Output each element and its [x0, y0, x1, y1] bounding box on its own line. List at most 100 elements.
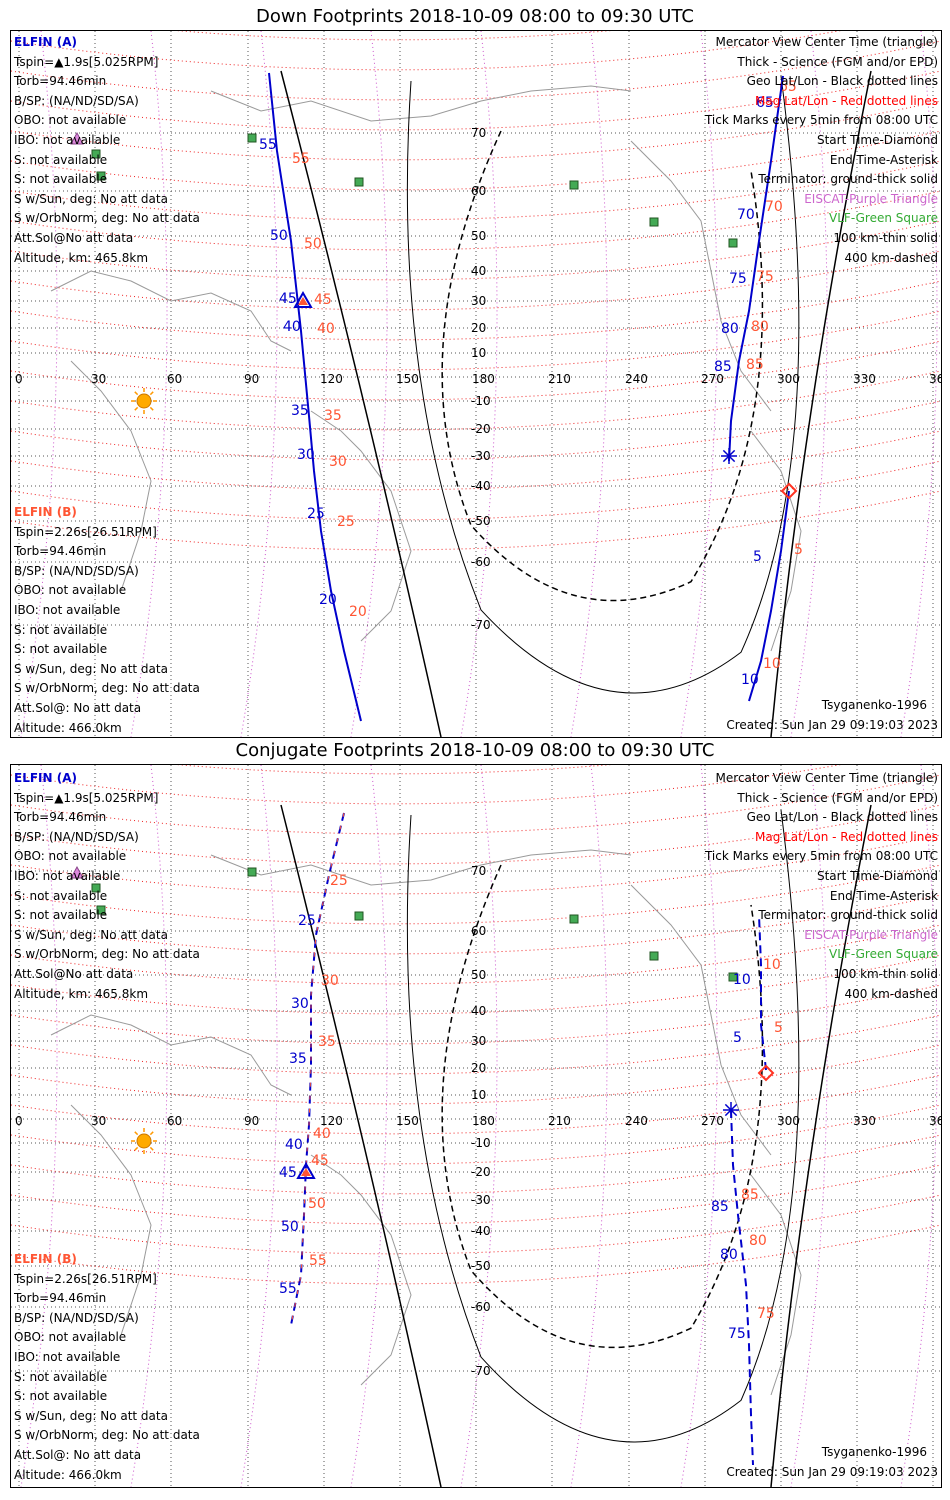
- tick-label: 10: [733, 972, 751, 988]
- tick-label: 85: [741, 1187, 759, 1203]
- coastline: [50, 1014, 292, 1096]
- mag-longitude-line: [350, 31, 388, 737]
- model-name: Tsyganenko-1996: [821, 1445, 927, 1459]
- mag-latitude-line: [11, 1074, 941, 1135]
- longitude-label: 120: [320, 372, 343, 386]
- mag-latitude-line: [11, 894, 941, 955]
- legend-item: Thick - Science (FGM and/or EPD): [737, 54, 938, 69]
- latitude-label: 30: [471, 294, 486, 308]
- spacecraft-info-line: B/SP: (NA/ND/SD/SA): [14, 1310, 139, 1325]
- spacecraft-info-line: S: not available: [14, 908, 108, 923]
- sun-ray: [149, 1131, 154, 1136]
- vlf-station-square: [569, 180, 579, 190]
- tick-label: 5: [733, 1030, 742, 1046]
- latitude-label: -10: [471, 394, 491, 408]
- vlf-station-square: [96, 905, 106, 915]
- spacecraft-info-line: Att.Sol@: No att data: [14, 1447, 142, 1462]
- footprint-track-a: [748, 490, 790, 702]
- tick-label: 45: [279, 1165, 297, 1181]
- mag-latitude-line: [11, 400, 941, 461]
- coastline: [210, 85, 632, 122]
- legend-item: Mag Lat/Lon - Red dotted lines: [754, 829, 938, 844]
- mag-latitude-line: [11, 1224, 941, 1285]
- spacecraft-info-line: S: not available: [14, 888, 108, 903]
- coastline: [50, 270, 292, 352]
- latitude-label: -10: [471, 1136, 491, 1150]
- sun-ray: [149, 406, 154, 411]
- vlf-station-square: [96, 171, 106, 181]
- legend-item: End Time-Asterisk: [829, 152, 938, 167]
- longitude-label: 210: [548, 1114, 571, 1128]
- vlf-station-square: [649, 951, 659, 961]
- center-time-triangle: [296, 1161, 316, 1179]
- spacecraft-name: ELFIN (B): [14, 1252, 77, 1266]
- spacecraft-info-line: Tspin=2.26s[26.51RPM]: [14, 524, 157, 539]
- spacecraft-info-line: S w/OrbNorm, deg: No att data: [14, 211, 200, 226]
- mag-latitude-line: [11, 984, 941, 1045]
- longitude-label: 360: [929, 372, 941, 386]
- tick-label: 25: [337, 514, 355, 530]
- latitude-label: -70: [471, 1364, 491, 1378]
- latitude-label: 40: [471, 1004, 486, 1018]
- sun-icon: [136, 1133, 152, 1149]
- vlf-station-square: [354, 911, 364, 921]
- sun-ray: [134, 391, 139, 396]
- tick-label: 70: [737, 207, 755, 223]
- tick-label: 45: [314, 292, 332, 308]
- tick-label: 40: [285, 1137, 303, 1153]
- legend-item: Geo Lat/Lon - Black dotted lines: [746, 810, 938, 825]
- vlf-station-square: [649, 217, 659, 227]
- tick-label: 20: [319, 592, 337, 608]
- spacecraft-info-line: Altitude, km: 465.8km: [14, 986, 149, 1001]
- terminator-ground: [280, 70, 442, 737]
- latitude-label: 20: [471, 321, 486, 335]
- mag-longitude-line: [790, 765, 828, 1487]
- tick-label: 85: [711, 1199, 729, 1215]
- center-time-triangle: [301, 1168, 311, 1176]
- footprint-track-a3: [730, 1109, 754, 1466]
- spacecraft-info-line: S: not available: [14, 1389, 108, 1404]
- mag-latitude-line: [11, 954, 941, 1015]
- mag-latitude-line: [11, 340, 941, 401]
- legend-item: Mercator View Center Time (triangle): [715, 35, 938, 49]
- tick-label: 25: [330, 873, 348, 889]
- mag-latitude-line: [11, 220, 941, 281]
- tick-label: 55: [309, 1253, 327, 1269]
- spacecraft-info-line: IBO: not available: [14, 868, 121, 883]
- tick-label: 75: [757, 1306, 775, 1322]
- longitude-label: 240: [625, 372, 648, 386]
- latitude-label: -60: [471, 1300, 491, 1314]
- legend-item: Terminator: ground-thick solid: [758, 172, 938, 187]
- longitude-label: 0: [15, 372, 23, 386]
- legend-item: 100 km-thin solid: [833, 966, 938, 981]
- spacecraft-info-line: OBO: not available: [14, 849, 127, 864]
- mag-latitude-line: [11, 864, 941, 925]
- mag-longitude-line: [240, 31, 278, 737]
- map-panel-conjugate: 0 30 60 90 120 150 180 210 240 270 300 330 360 70 60 50…: [10, 764, 942, 1488]
- latitude-label: -30: [471, 1193, 491, 1207]
- vlf-station-square: [91, 883, 101, 893]
- tick-label: 75: [756, 269, 774, 285]
- coastline: [70, 1104, 152, 1336]
- spacecraft-info-line: S w/OrbNorm, deg: No att data: [14, 1428, 200, 1443]
- tick-label: 10: [763, 656, 781, 672]
- start-time-diamond: [780, 482, 798, 500]
- terminator-ground: [770, 804, 872, 1487]
- vlf-station-square: [247, 867, 257, 877]
- terminator-ground: [770, 70, 872, 737]
- terminator-ground: [280, 804, 442, 1487]
- legend-item: Mercator View Center Time (triangle): [715, 771, 938, 785]
- end-time-asterisk: [722, 449, 736, 463]
- latitude-label: 70: [471, 126, 486, 140]
- spacecraft-name: ELFIN (A): [14, 35, 77, 49]
- legend: Mercator View Center Time (triangle) Thic…: [705, 33, 938, 268]
- tick-label: 85: [714, 359, 732, 375]
- longitude-label: 210: [548, 372, 571, 386]
- spacecraft-info-line: S: not available: [14, 1369, 108, 1384]
- spacecraft-info-b: ELFIN (B) Tspin=2.26s[26.51RPM] Torb=94.46…: [14, 1250, 200, 1485]
- tick-label: 65: [779, 79, 797, 95]
- sun-ray: [134, 1146, 139, 1151]
- eiscat-triangle: [70, 865, 84, 879]
- spacecraft-info-a: ELFIN (A) Tspin=▲1.9s[5.025RPM] Torb=94.46…: [14, 33, 200, 268]
- mag-longitude-line: [460, 765, 498, 1487]
